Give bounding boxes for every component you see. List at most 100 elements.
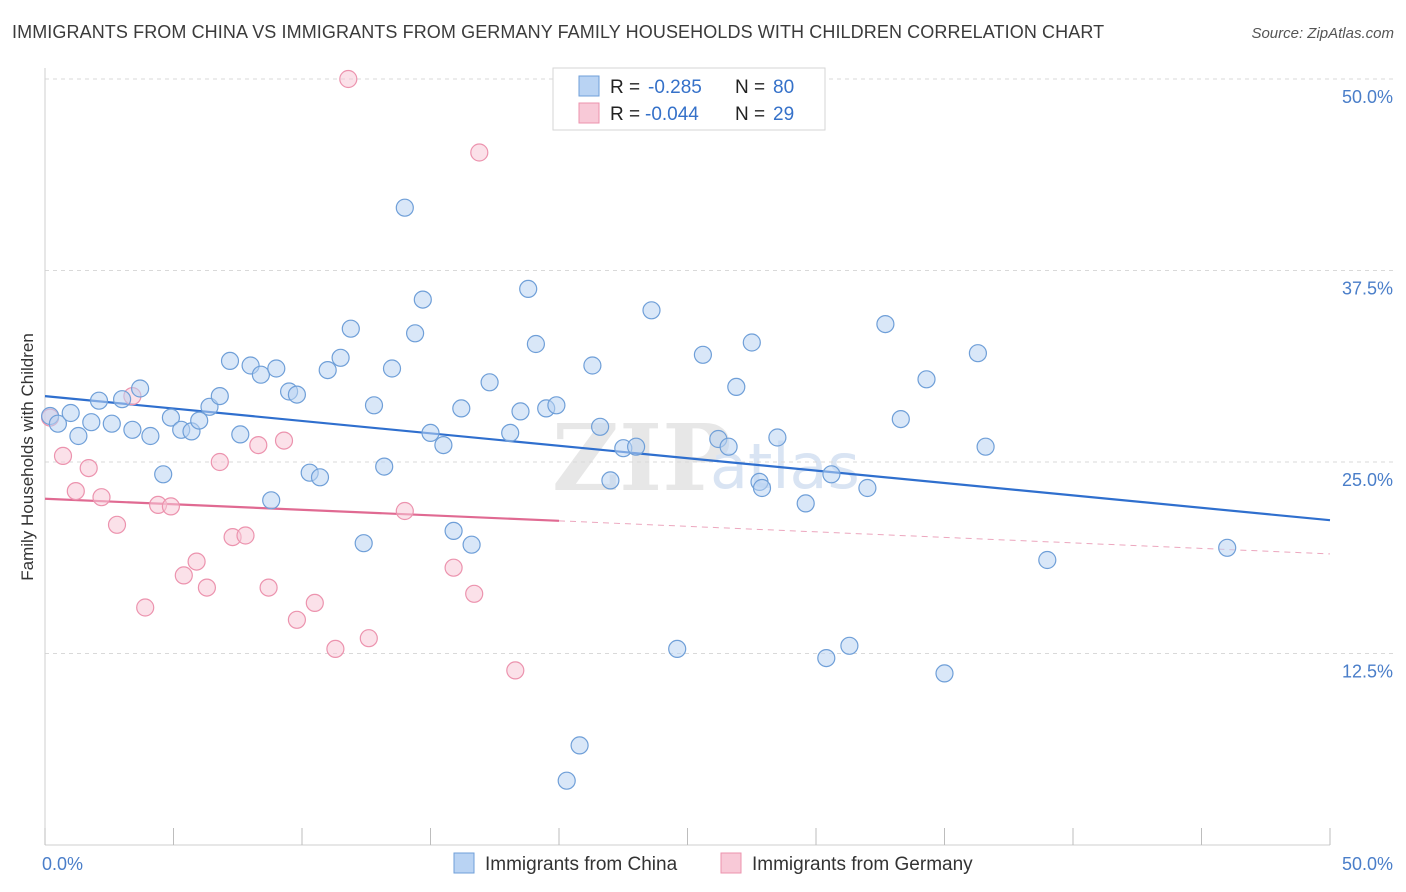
- china-point-23: [267, 359, 286, 378]
- germany-point-20: [305, 593, 324, 613]
- china-point-45: [511, 402, 530, 421]
- china-point-29: [331, 348, 350, 367]
- china-point-50: [557, 771, 576, 790]
- germany-point-19: [287, 610, 306, 629]
- chart-source: Source: ZipAtlas.com: [1251, 25, 1394, 42]
- germany-point-11: [187, 552, 206, 571]
- correlation-legend: R = -0.285 N = 80 R = -0.044 N = 29: [552, 67, 826, 131]
- legend-china-r-label: R =: [610, 77, 640, 98]
- china-point-33: [375, 457, 394, 476]
- china-point-6: [102, 414, 121, 433]
- germany-point-23: [359, 629, 378, 648]
- china-point-41: [452, 399, 471, 418]
- china-point-67: [796, 494, 815, 513]
- china-point-39: [434, 436, 453, 455]
- china-point-4: [82, 413, 101, 432]
- china-point-7: [112, 390, 132, 409]
- tick-labels: 50.0% 37.5% 25.0% 12.5% 0.0% 50.0%: [42, 87, 1393, 874]
- germany-trend-line: [44, 497, 560, 522]
- china-point-47: [526, 334, 546, 354]
- china-point-57: [642, 301, 661, 320]
- china-point-44: [501, 423, 520, 442]
- china-point-3: [69, 426, 88, 446]
- bottom-legend-china-label: Immigrants from China: [485, 854, 678, 875]
- y-axis-title: Family Households with Children: [18, 333, 37, 581]
- germany-point-10: [174, 566, 193, 585]
- china-point-38: [421, 423, 440, 442]
- china-point-56: [626, 437, 646, 456]
- germany-point-3: [79, 459, 98, 478]
- china-point-30: [341, 319, 360, 338]
- china-point-66: [768, 428, 787, 447]
- china-point-15: [190, 411, 209, 430]
- germany-point-26: [465, 584, 484, 603]
- china-point-59: [693, 345, 713, 364]
- china-point-58: [668, 639, 687, 659]
- china-point-17: [210, 387, 229, 406]
- germany-point-22: [339, 69, 358, 89]
- china-point-10: [141, 426, 160, 446]
- china-point-35: [395, 198, 414, 217]
- china-point-12: [161, 408, 180, 427]
- china-point-40: [444, 521, 463, 541]
- series-legend: Immigrants from China Immigrants from Ge…: [453, 852, 973, 875]
- germany-point-21: [326, 639, 345, 659]
- bottom-legend-germany-swatch: [720, 852, 742, 874]
- china-point-9: [131, 379, 150, 398]
- legend-germany-n-label: N =: [735, 104, 765, 125]
- china-point-46: [519, 279, 538, 298]
- y-tick-label-3: 12.5%: [1342, 662, 1393, 682]
- china-point-2: [61, 403, 80, 423]
- china-point-22: [262, 491, 281, 510]
- china-point-79: [1218, 538, 1237, 557]
- germany-point-18: [274, 431, 294, 450]
- china-point-51: [570, 736, 589, 755]
- germany-point-5: [107, 515, 127, 534]
- china-point-62: [727, 377, 746, 396]
- china-point-21: [251, 365, 270, 384]
- data-points: [40, 69, 1237, 790]
- china-point-74: [917, 370, 936, 389]
- china-point-5: [89, 391, 109, 410]
- germany-point-9: [161, 497, 180, 516]
- china-point-36: [406, 324, 425, 343]
- china-point-65: [752, 478, 772, 498]
- china-point-68: [817, 648, 836, 668]
- china-point-63: [742, 333, 761, 352]
- legend-germany-n-value: 29: [773, 104, 794, 125]
- germany-trend-line-extension: [558, 520, 1331, 555]
- china-point-25: [287, 385, 306, 404]
- china-point-69: [822, 465, 841, 484]
- germany-point-2: [66, 482, 85, 501]
- legend-germany-r-label: R =: [610, 104, 640, 125]
- china-point-53: [590, 417, 610, 436]
- bottom-legend-germany-label: Immigrants from Germany: [752, 854, 973, 875]
- china-point-31: [354, 534, 373, 553]
- china-point-75: [935, 664, 954, 683]
- china-point-70: [840, 636, 859, 655]
- y-tick-label-2: 25.0%: [1342, 470, 1393, 490]
- china-point-28: [318, 361, 337, 380]
- china-point-77: [976, 437, 995, 456]
- legend-china-n-label: N =: [735, 77, 765, 98]
- china-point-52: [583, 356, 602, 375]
- china-point-54: [601, 471, 620, 490]
- legend-china-swatch: [578, 75, 600, 97]
- germany-point-7: [136, 598, 155, 617]
- x-tick-label-1: 50.0%: [1342, 854, 1393, 874]
- y-tick-label-1: 37.5%: [1342, 279, 1393, 299]
- y-tick-label-0: 50.0%: [1342, 87, 1393, 107]
- legend-germany-r-value: -0.044: [645, 104, 699, 125]
- china-point-8: [123, 420, 142, 439]
- x-tick-label-0: 0.0%: [42, 854, 83, 874]
- legend-china-n-value: 80: [773, 77, 794, 98]
- germany-point-15: [236, 526, 255, 545]
- germany-point-27: [470, 143, 489, 162]
- china-point-49: [547, 396, 566, 415]
- china-point-11: [154, 465, 173, 484]
- china-point-76: [968, 344, 988, 363]
- china-point-78: [1038, 550, 1057, 570]
- china-point-42: [462, 535, 481, 554]
- china-point-32: [364, 396, 384, 415]
